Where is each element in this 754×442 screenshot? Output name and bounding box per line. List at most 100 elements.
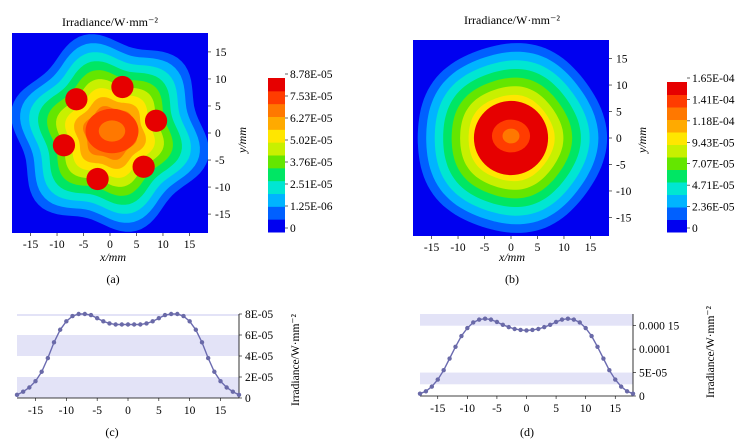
colorbar-label: 1.18E-04 <box>692 116 735 128</box>
data-point <box>39 369 44 374</box>
data-point <box>441 368 446 373</box>
panel-a: Irradiance/W·mm⁻² -15 -10 -5 0 5 10 15 151050-… <box>12 15 333 286</box>
y-tick-label: 0 <box>215 128 221 140</box>
data-point <box>64 319 69 324</box>
data-point <box>57 327 63 332</box>
x-tick-label: 0 <box>524 403 530 415</box>
panel-a-x-ticks: -15 -10 -5 0 5 10 15 <box>23 233 195 251</box>
panel-b-x-ticks: -15 -10 -5 0 5 10 15 <box>424 236 596 254</box>
x-tick-label: 5 <box>134 239 140 251</box>
panel-c-series-points <box>14 311 242 398</box>
data-point <box>559 317 565 322</box>
panel-c: -15 -10 -5 0 5 10 15 8E-05 6E-05 4E-05 2E-05 0 Irr… <box>14 309 302 439</box>
colorbar-swatch <box>268 90 285 105</box>
panel-d-bands <box>420 314 633 385</box>
colorbar-label: 1.41E-04 <box>692 94 735 106</box>
x-tick-label: -10 <box>59 405 75 417</box>
grid-band <box>420 372 633 385</box>
colorbar-swatch <box>667 94 687 108</box>
peak-spot <box>111 75 134 99</box>
data-point <box>20 389 26 394</box>
data-point <box>138 322 143 327</box>
y-tick-label: 10 <box>215 74 227 86</box>
data-point <box>175 311 180 317</box>
panel-a-title: Irradiance/W·mm⁻² <box>62 15 158 29</box>
y-tick-label: -10 <box>616 186 632 198</box>
data-point <box>70 313 75 319</box>
y-tick-label: 2E-05 <box>245 372 273 384</box>
panel-d-y-ticks: 0.000 15 0.0001 5E-05 0 <box>633 321 680 403</box>
panel-b-contours <box>417 43 608 233</box>
peak-spot <box>86 167 109 191</box>
panel-d: -15 -10 -5 0 5 10 15 0.000 15 0.0001 5E-05 0 Irra… <box>417 306 717 439</box>
panel-d-series-points <box>417 316 636 396</box>
panel-a-contours <box>12 34 208 232</box>
data-point <box>577 320 582 325</box>
data-point <box>488 317 494 322</box>
data-point <box>595 344 600 349</box>
data-point <box>447 356 452 361</box>
data-point <box>565 316 571 321</box>
x-tick-label: -10 <box>49 239 65 251</box>
data-point <box>150 319 155 324</box>
y-tick-label: -10 <box>215 182 231 194</box>
data-point <box>494 319 500 325</box>
data-point <box>88 312 94 318</box>
y-tick-label: -15 <box>215 209 231 221</box>
data-point <box>131 322 137 327</box>
data-point <box>199 340 205 345</box>
data-point <box>27 385 32 390</box>
colorbar-label: 7.53E-05 <box>290 91 333 103</box>
x-tick-label: -15 <box>28 405 44 417</box>
data-point <box>589 333 594 339</box>
data-point <box>536 326 541 332</box>
x-tick-label: 5 <box>553 403 559 415</box>
data-point <box>224 385 229 390</box>
x-tick-label: -5 <box>92 405 102 417</box>
data-point <box>193 327 199 332</box>
y-tick-label: 5E-05 <box>639 368 667 380</box>
panel-a-xlabel: x/mm <box>99 250 126 264</box>
y-tick-label: 0.0001 <box>639 344 671 356</box>
x-tick-label: 0 <box>125 405 131 417</box>
data-point <box>205 355 211 361</box>
data-point <box>607 368 612 373</box>
colorbar-swatch <box>667 207 687 220</box>
y-tick-label: 0 <box>639 391 645 403</box>
data-point <box>624 389 630 394</box>
colorbar-swatch <box>667 107 687 120</box>
data-point <box>187 319 192 324</box>
colorbar-swatch <box>667 219 687 233</box>
colorbar-swatch <box>667 182 687 195</box>
data-point <box>168 311 174 317</box>
x-tick-label: -15 <box>424 242 440 254</box>
colorbar-swatch <box>268 129 285 143</box>
data-point <box>571 317 577 322</box>
panel-a-colorbar-labels: 8.78E-05 7.53E-05 6.27E-05 5.02E-05 3.76E-05… <box>285 69 333 235</box>
colorbar-label: 2.36E-05 <box>692 202 735 214</box>
x-tick-label: -5 <box>79 239 89 251</box>
y-tick-label: -5 <box>616 159 626 171</box>
data-point <box>435 377 440 382</box>
data-point <box>630 391 636 396</box>
colorbar-swatch <box>667 169 687 183</box>
data-point <box>76 311 81 317</box>
x-tick-label: 10 <box>558 242 570 254</box>
y-tick-label: 6E-05 <box>245 330 273 342</box>
x-tick-label: 5 <box>156 405 162 417</box>
y-tick-label: 0 <box>616 133 622 145</box>
y-tick-label: -5 <box>215 155 225 167</box>
data-point <box>82 311 88 317</box>
x-tick-label: 0 <box>508 242 514 254</box>
colorbar-swatch <box>268 219 285 233</box>
colorbar-label: 8.78E-05 <box>290 69 333 81</box>
colorbar-swatch <box>268 103 285 117</box>
x-tick-label: 10 <box>184 405 196 417</box>
x-tick-label: 10 <box>157 239 169 251</box>
data-point <box>459 333 464 339</box>
y-tick-label: 5 <box>616 107 622 119</box>
grid-band <box>420 314 633 326</box>
colorbar-label: 5.02E-05 <box>290 135 333 147</box>
panel-b-colorbar-labels: 1.65E-04 1.41E-04 1.18E-04 9.43E-05 7.07E-05… <box>687 73 735 235</box>
